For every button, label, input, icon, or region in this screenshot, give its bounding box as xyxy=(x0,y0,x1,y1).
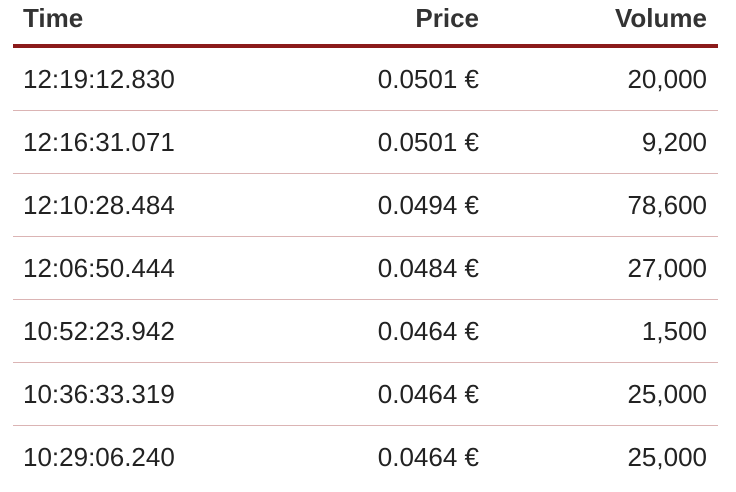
cell-volume: 9,200 xyxy=(493,110,718,174)
cell-time: 10:36:33.319 xyxy=(13,362,263,426)
cell-price: 0.0464 € xyxy=(377,442,479,472)
cell-price: 0.0501 € xyxy=(263,46,493,111)
cell-price: 0.0484 € xyxy=(263,236,493,300)
cell-time: 10:52:23.942 xyxy=(13,299,263,363)
column-header-price[interactable]: Price xyxy=(263,0,493,48)
column-header-volume[interactable]: Volume xyxy=(493,0,718,48)
cell-volume: 25,000 xyxy=(493,362,718,426)
table-row: 10:36:33.319 0.0464 € 25,000 xyxy=(13,362,718,426)
table-row: 12:19:12.830 0.0501 € 20,000 xyxy=(13,46,718,111)
table-header: Time Price Volume xyxy=(13,0,718,48)
table-row: 10:52:23.942 0.0464 € 1,500 xyxy=(13,299,718,363)
cell-volume: 25,000 xyxy=(627,442,707,472)
column-header-time[interactable]: Time xyxy=(13,0,263,48)
table-row: 12:16:31.071 0.0501 € 9,200 xyxy=(13,110,718,174)
cell-volume: 1,500 xyxy=(493,299,718,363)
table-row: 12:10:28.484 0.0494 € 78,600 xyxy=(13,173,718,237)
cell-volume: 20,000 xyxy=(493,46,718,111)
table-row: 10:29:06.240 0.0464 € 25,000 xyxy=(13,426,718,489)
table-row: 12:06:50.444 0.0484 € 27,000 xyxy=(13,236,718,300)
cell-price: 0.0501 € xyxy=(263,110,493,174)
cell-volume: 27,000 xyxy=(493,236,718,300)
cell-volume: 78,600 xyxy=(493,173,718,237)
cell-time: 12:16:31.071 xyxy=(13,110,263,174)
table-body: 12:19:12.830 0.0501 € 20,000 12:16:31.07… xyxy=(13,46,718,488)
cell-price: 0.0464 € xyxy=(263,299,493,363)
cell-time: 12:19:12.830 xyxy=(13,46,263,111)
cell-price: 0.0464 € xyxy=(263,362,493,426)
cell-time: 12:06:50.444 xyxy=(13,236,263,300)
cell-time: 10:29:06.240 xyxy=(23,442,175,472)
trades-table: Time Price Volume 12:19:12.830 0.0501 € … xyxy=(13,0,718,488)
header-row: Time Price Volume xyxy=(13,0,718,48)
cell-price: 0.0494 € xyxy=(263,173,493,237)
cell-time: 12:10:28.484 xyxy=(13,173,263,237)
